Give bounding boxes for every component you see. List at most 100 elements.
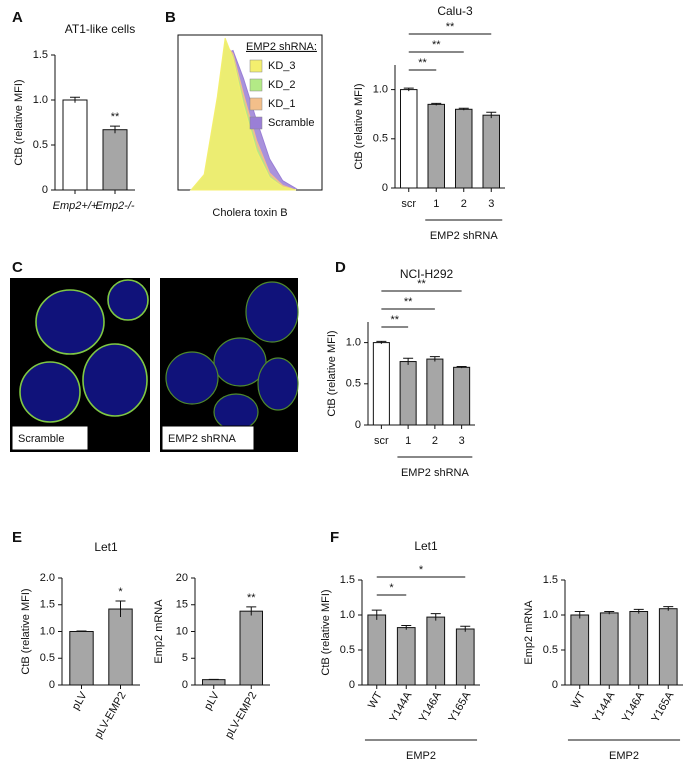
x-tick-label: Y165A	[446, 689, 473, 724]
legend-label: Scramble	[268, 117, 314, 129]
panel-label: B	[165, 9, 176, 26]
y-tick-label: 0	[49, 679, 55, 691]
bar	[455, 108, 473, 189]
y-axis-label: CtB (relative MFI)	[353, 83, 365, 169]
y-tick-label: 0.5	[340, 644, 355, 656]
y-tick-label: 1.5	[33, 49, 48, 61]
legend-title: EMP2 shRNA:	[246, 41, 317, 53]
legend-label: KD_2	[268, 79, 296, 91]
x-tick-label: 2	[461, 198, 467, 210]
x-tick-label: scr	[374, 435, 389, 447]
error-bar	[246, 606, 257, 616]
significance-label: *	[419, 564, 424, 576]
significance-label: **	[432, 39, 441, 51]
x-tick-label: pLV-EMP2	[92, 690, 128, 741]
x-tick-label: 1	[405, 435, 411, 447]
bar	[399, 361, 417, 426]
bar	[202, 679, 226, 686]
chart-title: NCI-H292	[400, 267, 454, 281]
bar	[599, 612, 619, 686]
error-bar	[430, 613, 441, 621]
x-tick-label: pLV	[202, 689, 222, 712]
image-caption: EMP2 shRNA	[168, 433, 237, 445]
y-tick-label: 0.5	[543, 644, 558, 656]
panel-label: C	[12, 259, 23, 276]
chart-title: Let1	[414, 539, 438, 553]
bar	[570, 614, 590, 686]
bar	[453, 366, 471, 426]
x-tick-label: Y144A	[387, 689, 414, 724]
cells	[165, 281, 299, 431]
y-axis-label: CtB (relative MFI)	[320, 589, 332, 675]
bar	[108, 608, 133, 686]
y-tick-label: 0	[349, 679, 355, 691]
y-axis-label: Emp2 mRNA	[153, 599, 165, 664]
bar	[372, 342, 390, 426]
bar	[455, 628, 475, 686]
y-axis-label: CtB (relative MFI)	[20, 588, 32, 674]
error-bar	[429, 356, 440, 362]
significance-label: **	[111, 111, 120, 123]
x-axis-label: Cholera toxin B	[212, 207, 287, 219]
error-bar	[208, 678, 219, 680]
bar	[658, 608, 678, 686]
x-tick-label: 3	[488, 198, 494, 210]
x-tick-label: scr	[401, 198, 416, 210]
y-tick-label: 20	[176, 572, 188, 584]
y-tick-label: 1.5	[340, 574, 355, 586]
caption-box	[11, 425, 89, 451]
legend-swatch	[249, 59, 263, 73]
y-tick-label: 0.5	[33, 139, 48, 151]
y-tick-label: 0.5	[40, 652, 55, 664]
y-axis-label: CtB (relative MFI)	[326, 330, 338, 416]
caption-box	[161, 425, 255, 451]
y-tick-label: 1.0	[33, 94, 48, 106]
x-axis-label: EMP2	[406, 750, 436, 762]
y-tick-label: 1.0	[346, 337, 361, 349]
significance-label: **	[247, 592, 256, 604]
significance-label: *	[389, 582, 394, 594]
micrographs: Scramble EMP2 shRNA C	[10, 259, 299, 452]
error-bar	[633, 608, 644, 614]
error-bar	[486, 111, 497, 119]
y-tick-label: 0	[182, 679, 188, 691]
error-bar	[403, 87, 414, 92]
bar	[102, 129, 128, 191]
error-bar	[456, 365, 467, 369]
error-bar	[460, 625, 471, 632]
y-tick-label: 1.0	[340, 609, 355, 621]
x-tick-label: WT	[569, 690, 588, 711]
x-tick-label: Y146A	[620, 689, 647, 724]
error-bar	[401, 625, 412, 630]
legend-label: KD_1	[268, 98, 296, 110]
x-tick-label: 1	[433, 198, 439, 210]
error-bar	[70, 96, 80, 103]
significance-label: **	[418, 57, 427, 69]
significance-label: **	[390, 314, 399, 326]
x-tick-label: 3	[459, 435, 465, 447]
y-tick-label: 0	[355, 419, 361, 431]
error-bar	[458, 107, 469, 111]
x-tick-label: Emp2-/-	[95, 200, 134, 212]
y-tick-label: 5	[182, 652, 188, 664]
y-tick-label: 1.5	[40, 599, 55, 611]
y-tick-label: 0.5	[346, 378, 361, 390]
error-bar	[376, 340, 387, 344]
x-tick-label: pLV	[70, 689, 90, 712]
y-tick-label: 1.0	[543, 609, 558, 621]
x-tick-label: Y144A	[590, 689, 617, 724]
cells	[19, 279, 149, 423]
bar	[62, 99, 88, 191]
error-bar	[431, 102, 442, 106]
y-axis-label: CtB (relative MFI)	[13, 79, 25, 165]
y-tick-label: 0	[382, 182, 388, 194]
error-bar	[115, 600, 126, 618]
error-bar	[76, 630, 87, 633]
bar	[396, 627, 416, 686]
error-bar	[574, 611, 585, 619]
y-tick-label: 2.0	[40, 572, 55, 584]
significance-label: **	[446, 21, 455, 33]
significance-label: **	[417, 278, 426, 290]
y-tick-label: 10	[176, 625, 188, 637]
